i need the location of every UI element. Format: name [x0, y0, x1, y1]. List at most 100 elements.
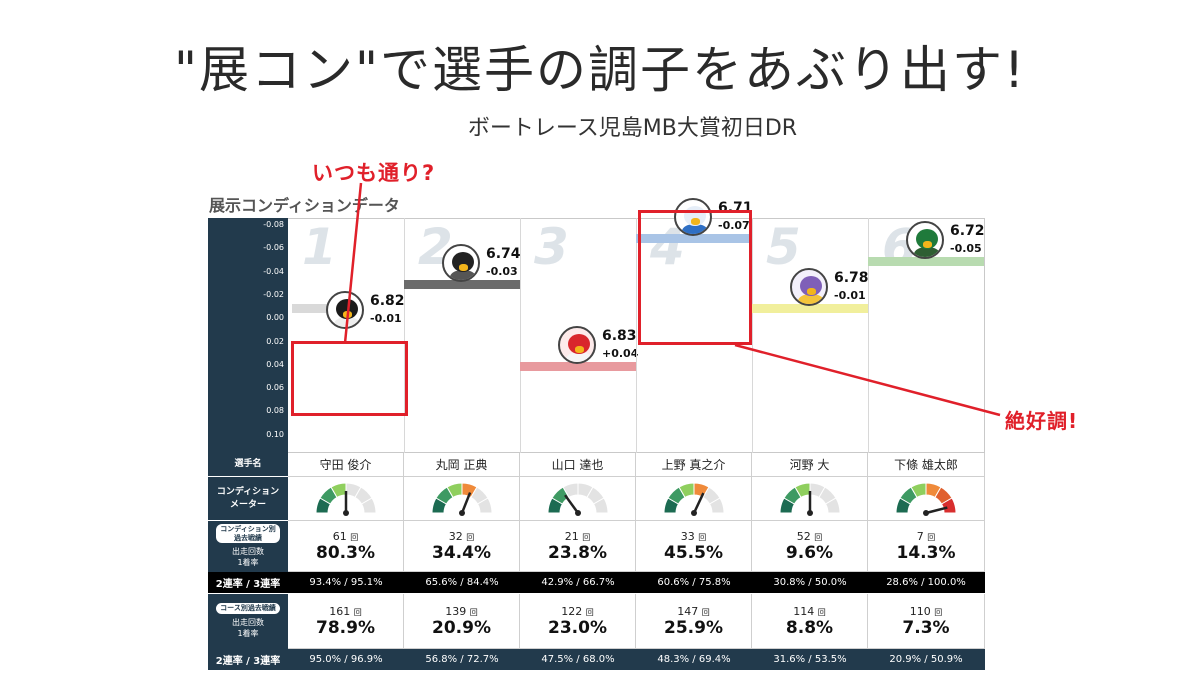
exhibition-diff: -0.01 — [370, 311, 402, 325]
mascot-head — [452, 252, 474, 273]
course-first-rate: 8.8% — [785, 617, 834, 638]
start-count: 33 回 — [680, 529, 707, 543]
gauge-needle — [692, 492, 704, 514]
column-divider — [520, 218, 521, 453]
label-course-rate: 2連率 / 3連率 — [215, 656, 281, 667]
gauge-needle — [460, 491, 471, 513]
condition-record-cell: 32 回 34.4% — [404, 521, 520, 572]
mascot-body — [450, 270, 476, 281]
condition-meter-cell — [752, 477, 868, 521]
pill-condition-record: コンディション別 過去戦績 — [216, 523, 280, 544]
count-unit: 回 — [585, 607, 594, 617]
condition-meter-cell — [404, 477, 520, 521]
row-course-record: コース別過去戦績 出走回数 1着率 161 回 78.9% 139 回 20.9% 12… — [208, 594, 985, 649]
gauge-segment — [476, 496, 493, 513]
y-tick-label: -0.06 — [263, 243, 284, 253]
row-condition-rate: 2連率 / 3連率 93.4% / 95.1% 65.6% / 84.4% 42.9… — [208, 572, 985, 593]
row-player-name: 選手名 守田 俊介 丸岡 正典 山口 達也 上野 真之介 河野 大 下條 雄太郎 — [208, 453, 985, 477]
y-tick-label: 0.08 — [266, 406, 284, 416]
condition-rate-2-3: 42.9% / 66.7% — [541, 577, 615, 588]
y-tick-label: -0.02 — [263, 289, 284, 299]
callout-top: いつも通り? — [312, 161, 436, 185]
player-name: 丸岡 正典 — [435, 458, 488, 472]
count-unit: 回 — [466, 532, 475, 542]
lane-watermark: 5 — [766, 218, 801, 276]
player-name-cell: 河野 大 — [752, 453, 868, 477]
course-first-rate: 78.9% — [316, 617, 375, 638]
course-record-cell: 114 回 8.8% — [752, 594, 868, 649]
first-rate: 23.8% — [548, 542, 607, 563]
start-count: 161 回 — [329, 604, 362, 618]
lane-watermark: 3 — [534, 218, 569, 276]
player-name: 山口 達也 — [551, 458, 604, 472]
condition-rate-2-3: 60.6% / 75.8% — [657, 577, 731, 588]
label-course-record: コース別過去戦績 出走回数 1着率 — [208, 594, 288, 649]
callout-right: 絶好調! — [1005, 409, 1079, 433]
condition-meter-cell — [868, 477, 985, 521]
red-duck-icon — [558, 325, 596, 364]
column-divider — [868, 218, 869, 453]
course-rate-2-3: 47.5% / 68.0% — [541, 654, 615, 665]
gauge-needle — [925, 505, 948, 514]
course-record-cell: 161 回 78.9% — [288, 594, 404, 649]
headline: "展コン"で選手の調子をあぶり出す! — [173, 41, 1027, 99]
condition-record-cell: 21 回 23.8% — [520, 521, 636, 572]
player-name-cell: 下條 雄太郎 — [868, 453, 985, 477]
exhibition-diff: -0.07 — [718, 218, 750, 232]
count-unit: 回 — [350, 532, 359, 542]
first-rate: 45.5% — [664, 542, 723, 563]
start-count: 61 回 — [332, 529, 359, 543]
exhibition-diff: -0.01 — [834, 288, 866, 302]
player-name: 下條 雄太郎 — [894, 458, 958, 472]
condition-bar — [520, 361, 636, 371]
label-condition-meter-1: コンディション — [216, 487, 280, 498]
start-count: 32 回 — [448, 529, 475, 543]
y-tick-label: 0.10 — [266, 429, 284, 439]
exhibition-time: 6.72 — [950, 222, 985, 239]
mascot-body — [914, 246, 940, 257]
condition-record-cell: 61 回 80.3% — [288, 521, 404, 572]
condition-rate-2-3: 93.4% / 95.1% — [309, 577, 383, 588]
condition-meter-cell — [636, 477, 752, 521]
gauge-hub — [923, 509, 929, 516]
player-name-cell: 丸岡 正典 — [404, 453, 520, 477]
player-name-cell: 上野 真之介 — [636, 453, 752, 477]
exhibition-time: 6.78 — [834, 269, 869, 286]
mascot-beak — [459, 264, 468, 272]
player-name: 河野 大 — [789, 458, 830, 472]
y-tick-label: 0.02 — [266, 336, 284, 346]
count-unit: 回 — [817, 607, 826, 617]
y-tick-label: -0.04 — [263, 266, 284, 276]
gauge-hub — [342, 509, 349, 516]
gauge-hub — [806, 509, 813, 516]
condition-record-cell: 52 回 9.6% — [752, 521, 868, 572]
label-player-name-text: 選手名 — [234, 459, 262, 470]
count-unit: 回 — [698, 532, 707, 542]
count-unit: 回 — [469, 607, 478, 617]
player-name: 守田 俊介 — [319, 458, 372, 472]
green-kappa-icon — [906, 220, 944, 259]
y-tick-label: 0.04 — [266, 359, 284, 369]
first-rate: 14.3% — [896, 542, 956, 563]
lane-watermark: 1 — [302, 218, 337, 276]
course-first-rate: 25.9% — [664, 617, 723, 638]
row-condition-meter: コンディション メーター — [208, 477, 985, 521]
pill-course-record: コース別過去戦績 — [216, 603, 280, 615]
y-tick-label: -0.08 — [263, 220, 284, 229]
exhibition-diff: -0.03 — [486, 265, 518, 279]
highlight-box-lane-1 — [291, 341, 408, 416]
player-name-cell: 山口 達也 — [520, 453, 636, 477]
count-unit: 回 — [927, 532, 936, 542]
highlight-box-lane-4 — [638, 210, 752, 345]
exhibition-time: 6.82 — [370, 292, 405, 309]
row-condition-record: コンディション別 過去戦績 出走回数 1着率 61 回 80.3% 32 回 34.4… — [208, 521, 985, 572]
start-count: 122 回 — [561, 604, 594, 618]
y-tick-label: 0.06 — [266, 383, 284, 393]
column-divider — [636, 218, 637, 453]
column-divider — [404, 218, 405, 453]
course-first-rate: 20.9% — [432, 617, 491, 638]
condition-meter-cell — [288, 477, 404, 521]
label-first-rate: 1着率 — [237, 558, 259, 568]
condition-gauge — [314, 481, 377, 516]
count-unit: 回 — [934, 607, 943, 617]
